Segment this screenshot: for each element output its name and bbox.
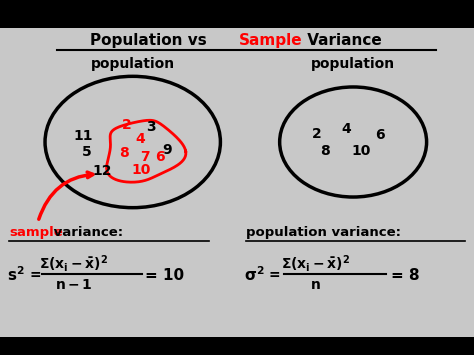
Text: 7: 7	[140, 150, 149, 164]
Text: 8: 8	[320, 144, 329, 158]
Text: 10: 10	[132, 163, 151, 178]
Text: 5: 5	[82, 145, 91, 159]
Text: 4: 4	[136, 132, 145, 146]
Text: 6: 6	[155, 150, 165, 164]
Text: 2: 2	[312, 127, 321, 141]
Text: 10: 10	[352, 144, 371, 158]
Text: 3: 3	[146, 120, 155, 134]
Text: =: =	[29, 268, 41, 282]
Text: Variance: Variance	[302, 33, 382, 48]
Text: 12: 12	[92, 164, 112, 178]
Text: $\mathbf{\sigma^2}$: $\mathbf{\sigma^2}$	[244, 266, 264, 284]
Text: 2: 2	[122, 118, 131, 132]
Text: 9: 9	[162, 143, 172, 157]
FancyBboxPatch shape	[0, 0, 474, 28]
Text: = 8: = 8	[391, 268, 419, 283]
Text: 4: 4	[341, 121, 351, 136]
Text: population: population	[311, 57, 395, 71]
Text: variance:: variance:	[49, 226, 123, 239]
Text: 6: 6	[375, 128, 385, 142]
FancyBboxPatch shape	[0, 337, 474, 355]
Text: $\mathbf{s^2}$: $\mathbf{s^2}$	[7, 266, 25, 284]
Text: Sample: Sample	[239, 33, 303, 48]
Text: = 10: = 10	[145, 268, 184, 283]
Text: sample: sample	[9, 226, 63, 239]
Text: 11: 11	[73, 129, 93, 143]
Text: population variance:: population variance:	[246, 226, 401, 239]
Text: =: =	[268, 268, 280, 282]
Text: $\mathbf{n}$: $\mathbf{n}$	[310, 278, 320, 292]
Text: Population vs: Population vs	[90, 33, 212, 48]
Text: $\mathbf{\Sigma(x_i - \bar{x})^2}$: $\mathbf{\Sigma(x_i - \bar{x})^2}$	[281, 253, 350, 274]
Text: 8: 8	[119, 146, 129, 160]
Text: population: population	[91, 57, 175, 71]
Text: $\mathbf{\Sigma(x_i - \bar{x})^2}$: $\mathbf{\Sigma(x_i - \bar{x})^2}$	[39, 253, 108, 274]
Text: $\mathbf{n - 1}$: $\mathbf{n - 1}$	[55, 278, 92, 292]
